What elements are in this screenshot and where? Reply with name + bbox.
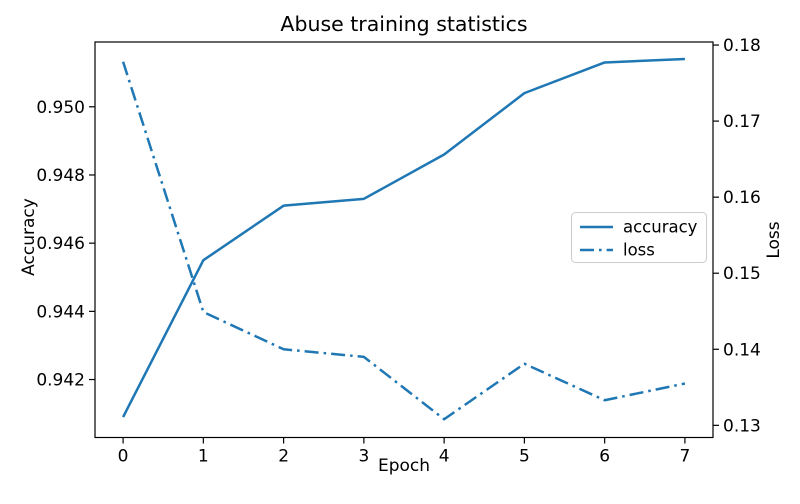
- legend-label-loss: loss: [623, 241, 655, 260]
- y-axis-label-right: Loss: [764, 221, 784, 258]
- y-left-tick-label: 0.946: [36, 234, 85, 254]
- x-tick-label: 1: [198, 447, 209, 467]
- x-tick-label: 5: [519, 447, 530, 467]
- plot-area: [94, 41, 714, 439]
- y-right-tick-label: 0.15: [723, 264, 761, 284]
- y-right-tick-label: 0.13: [723, 416, 761, 436]
- y-right-tick-label: 0.18: [723, 36, 761, 56]
- x-tick-label: 4: [439, 447, 450, 467]
- chart-title: Abuse training statistics: [280, 12, 527, 36]
- series-lines: [121, 57, 686, 421]
- axis-ticks: 0 1 2 3 4 5 6 7 0.942 0.944 0.946 0.948 0.950 0.13 0.1…: [36, 36, 761, 466]
- y-left-tick-label: 0.942: [36, 371, 85, 391]
- x-tick-label: 0: [118, 447, 129, 467]
- legend-box: [571, 212, 707, 263]
- x-tick-label: 6: [599, 447, 610, 467]
- y-axis-label-left: Accuracy: [19, 198, 39, 276]
- y-left-tick-label: 0.948: [36, 166, 85, 186]
- accuracy-line: [121, 57, 685, 418]
- x-tick-label: 7: [679, 447, 690, 467]
- legend: accuracy loss: [571, 212, 707, 263]
- x-axis-label: Epoch: [378, 456, 430, 476]
- x-tick-label: 2: [278, 447, 289, 467]
- y-left-tick-label: 0.950: [36, 98, 85, 118]
- legend-label-accuracy: accuracy: [623, 218, 698, 237]
- x-tick-label: 3: [358, 447, 369, 467]
- y-right-tick-label: 0.16: [723, 188, 761, 208]
- y-right-tick-label: 0.14: [723, 340, 761, 360]
- loss-line: [121, 61, 686, 421]
- y-right-tick-label: 0.17: [723, 112, 761, 132]
- y-left-tick-label: 0.944: [36, 302, 85, 322]
